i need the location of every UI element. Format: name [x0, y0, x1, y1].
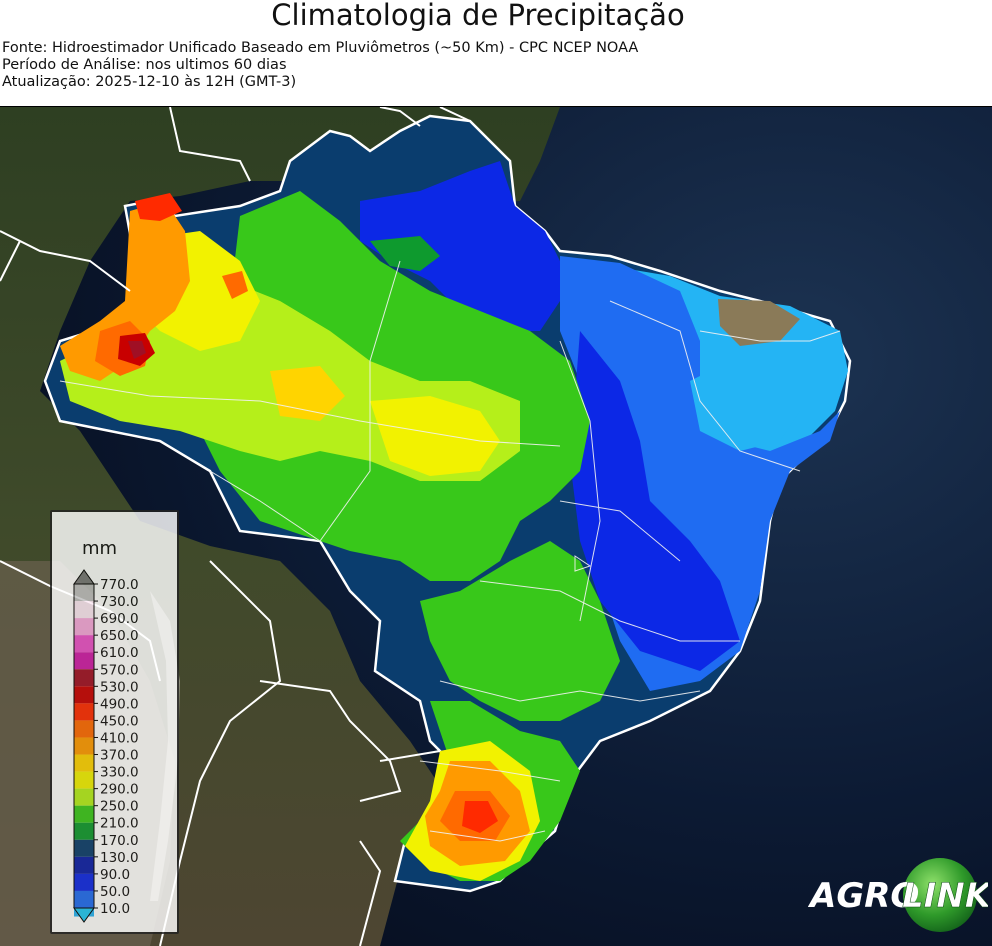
logo-graphic: AGRO LINK: [807, 858, 992, 932]
colorbar-tick-label: 290.0: [100, 782, 139, 798]
colorbar-band: [74, 805, 94, 823]
colorbar-band: [74, 601, 94, 619]
colorbar-band: [74, 584, 94, 602]
colorbar-band: [74, 856, 94, 874]
colorbar-tick-label: 10.0: [100, 901, 130, 917]
map-title: Climatologia de Precipitação: [271, 0, 685, 32]
colorbar: 770.0730.0690.0650.0610.0570.0530.0490.0…: [73, 569, 139, 923]
map-header: Climatologia de Precipitação Fonte: Hidr…: [0, 0, 992, 106]
colorbar-band: [74, 669, 94, 687]
colorbar-band: [74, 737, 94, 755]
logo-text-link: LINK: [902, 876, 988, 916]
precip-zone-darkred-west: [128, 341, 146, 359]
colorbar-outline: [73, 583, 95, 909]
update-line: Atualização: 2025-12-10 às 12H (GMT-3): [2, 74, 297, 90]
colorbar-tick-label: 450.0: [100, 713, 139, 729]
state-boundaries: [59, 260, 841, 842]
colorbar-tick-label: 690.0: [100, 611, 139, 627]
precip-zone-orange-spot: [222, 271, 248, 299]
colorbar-tick-label: 50.0: [100, 884, 130, 900]
precip-zone-dark-green: [370, 236, 440, 271]
colorbar-band: [74, 720, 94, 738]
colorbar-tick-label: 170.0: [100, 833, 139, 849]
agrolink-logo: AGRO LINK: [807, 855, 992, 935]
colorbar-band: [74, 822, 94, 840]
colorbar-tick-label: 130.0: [100, 850, 139, 866]
colorbar-tick-label: 90.0: [100, 867, 130, 883]
globe-icon: [903, 858, 977, 932]
colorbar-band: [74, 890, 94, 908]
colorbar-tick-label: 770.0: [100, 577, 139, 593]
precip-zone-orange: [60, 201, 190, 381]
period-line: Período de Análise: nos ultimos 60 dias: [2, 57, 287, 73]
colorbar-tick-label: 330.0: [100, 765, 139, 781]
colorbar-legend: mm 770.0 730.0 690.0 650.0 610.0 570.0 530.0 49…: [50, 510, 179, 934]
precip-zone-deep-blue-east: [570, 331, 740, 671]
colorbar-tick-label: 410.0: [100, 730, 139, 746]
precip-zone-red-south: [462, 801, 498, 833]
precip-zone-yellow-central: [370, 396, 500, 476]
legend-unit: mm: [81, 538, 118, 559]
colorbar-tick-label: 250.0: [100, 799, 139, 815]
colorbar-tick-label: 730.0: [100, 594, 139, 610]
colorbar-band: [74, 771, 94, 789]
colorbar-band: [74, 703, 94, 721]
colorbar-band: [74, 618, 94, 636]
colorbar-band: [74, 652, 94, 670]
colorbar-band: [74, 839, 94, 857]
colorbar-tick-label: 650.0: [100, 628, 139, 644]
colorbar-band: [74, 635, 94, 653]
colorbar-band: [74, 788, 94, 806]
precip-zone-red-north: [135, 193, 182, 221]
source-line: Fonte: Hidroestimador Unificado Baseado …: [2, 40, 639, 56]
colorbar-band: [74, 686, 94, 704]
dry-area-northeast: [718, 299, 800, 346]
colorbar-tick-label: 490.0: [100, 696, 139, 712]
logo-text-agro: AGRO: [808, 876, 919, 916]
colorbar-tick-label: 370.0: [100, 748, 139, 764]
colorbar-extend-top: [73, 569, 95, 585]
precip-zone-cyan-interior: [690, 361, 800, 451]
colorbar-band: [74, 754, 94, 772]
colorbar-tick-label: 570.0: [100, 662, 139, 678]
colorbar-tick-label: 610.0: [100, 645, 139, 661]
colorbar-band: [74, 873, 94, 891]
colorbar-tick-label: 210.0: [100, 816, 139, 832]
precip-zone-deep-blue: [360, 161, 560, 331]
precip-zone-green-south: [420, 541, 620, 721]
colorbar-tick-label: 530.0: [100, 679, 139, 695]
